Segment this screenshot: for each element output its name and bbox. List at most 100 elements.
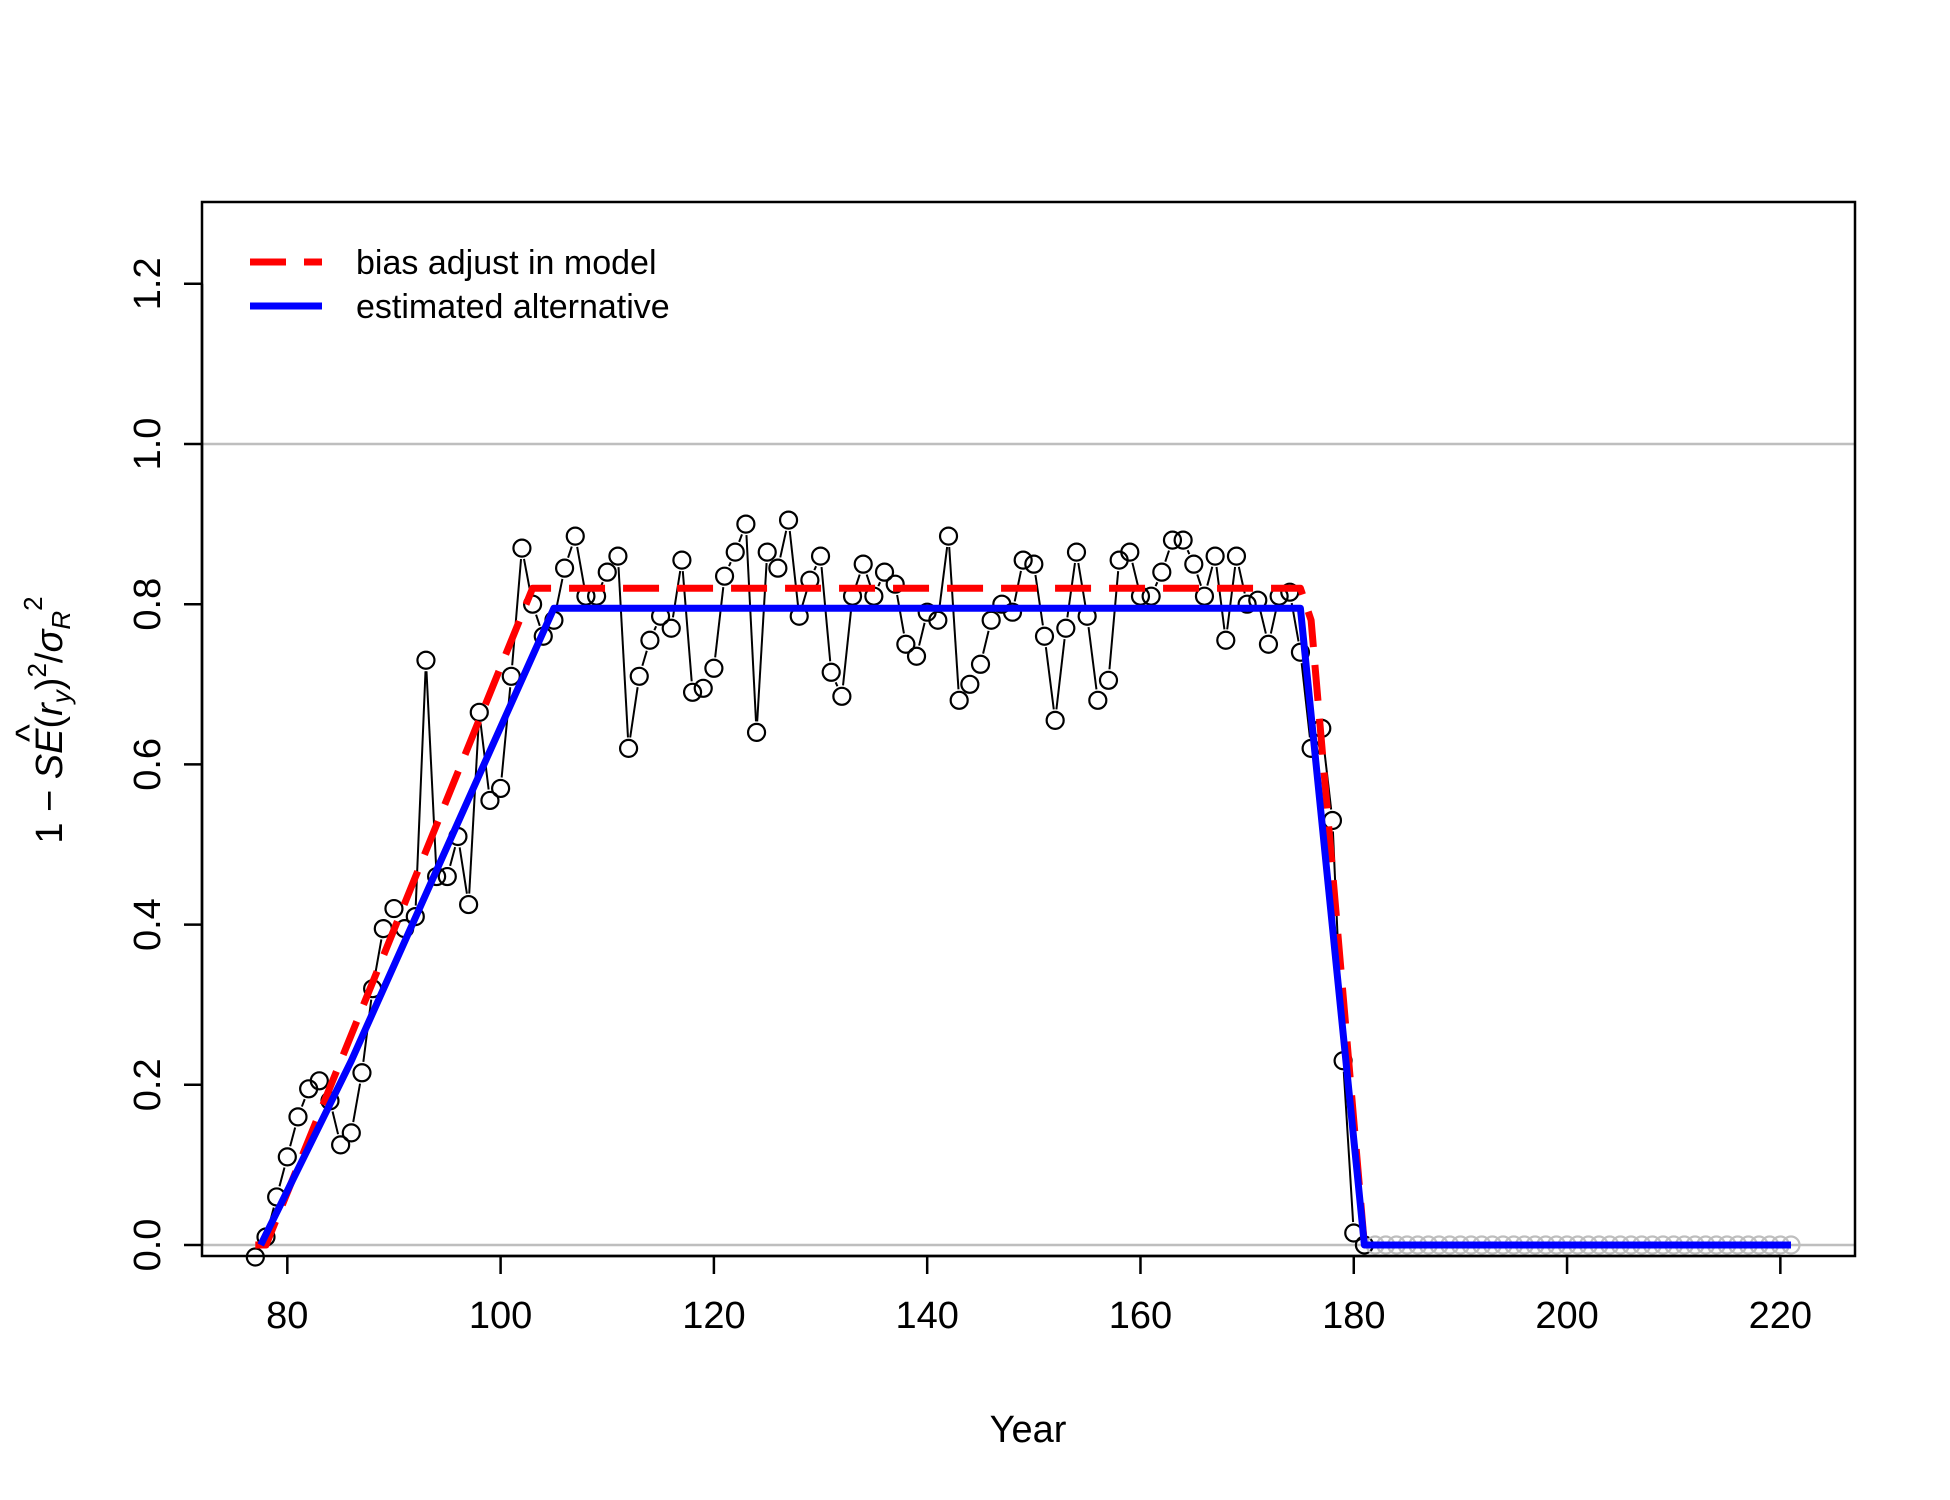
- point-connector: [1131, 562, 1139, 586]
- x-axis-label: Year: [990, 1409, 1067, 1451]
- x-axis: 80 100 120 140 160 180 200 220: [266, 1254, 1812, 1337]
- data-point: [682, 682, 703, 702]
- data-point: [1162, 530, 1183, 550]
- data-point: [352, 1063, 372, 1083]
- y-tick-label: 0.8: [127, 578, 169, 631]
- data-point: [1098, 670, 1119, 690]
- point-connector: [555, 578, 564, 610]
- data-point: [960, 674, 980, 694]
- data-point: [1290, 642, 1311, 662]
- point-connector: [1055, 639, 1066, 710]
- point-connector: [855, 574, 861, 587]
- data-point: [746, 722, 767, 742]
- data-point: [277, 1147, 297, 1167]
- data-point: [554, 558, 575, 578]
- y-tick-label: 0.2: [127, 1058, 169, 1111]
- data-point: [597, 562, 617, 582]
- point-connector: [738, 534, 743, 543]
- point-connector: [779, 530, 788, 558]
- point-connector: [801, 590, 808, 606]
- point-connector: [1300, 663, 1311, 738]
- data-point: [1194, 586, 1215, 606]
- point-connector: [820, 567, 832, 662]
- series-line: [257, 604, 1791, 1249]
- series-line: [255, 584, 1791, 1249]
- point-connector: [938, 546, 949, 610]
- point-connector: [535, 614, 541, 627]
- point-connector: [745, 535, 757, 722]
- y-label-sigma: σ: [29, 628, 71, 653]
- data-point: [1002, 602, 1023, 622]
- data-point: [1184, 554, 1204, 574]
- data-point: [725, 542, 745, 562]
- data-point: [1173, 530, 1193, 550]
- x-tick-label: 120: [682, 1295, 745, 1337]
- point-connector: [629, 687, 639, 738]
- point-connector: [918, 622, 926, 646]
- data-point: [469, 702, 489, 722]
- data-point: [1045, 710, 1065, 730]
- y-label-sigma-sub: R: [46, 611, 76, 630]
- point-connector: [352, 1083, 362, 1123]
- point-connector: [1196, 574, 1202, 587]
- data-point: [885, 574, 905, 594]
- point-connector: [1215, 566, 1226, 630]
- point-connector: [1154, 581, 1159, 587]
- data-point: [384, 898, 404, 919]
- point-connector: [982, 630, 990, 654]
- point-connector: [834, 681, 839, 687]
- data-point: [416, 650, 436, 670]
- y-axis: 0.0 0.2 0.4 0.6 0.8 1.0 1.2: [127, 257, 204, 1272]
- data-point: [778, 510, 799, 530]
- point-connector: [1206, 566, 1214, 586]
- x-tick-label: 180: [1322, 1295, 1385, 1337]
- data-point: [1056, 618, 1076, 638]
- point-connector: [896, 594, 905, 634]
- data-point: [1226, 546, 1247, 566]
- y-label-prefix: 1 −: [29, 779, 71, 843]
- point-connector: [289, 1127, 297, 1147]
- data-point: [704, 658, 724, 678]
- data-point: [565, 526, 585, 546]
- data-point: [629, 666, 649, 686]
- point-connector: [728, 561, 732, 567]
- data-point: [949, 690, 969, 710]
- y-tick-label: 0.0: [127, 1219, 169, 1272]
- x-tick-label: 140: [895, 1295, 958, 1337]
- point-connector: [1186, 549, 1191, 555]
- point-connector: [567, 546, 573, 559]
- data-point: [608, 546, 628, 566]
- point-connector: [331, 1111, 340, 1135]
- point-connector: [1077, 562, 1087, 606]
- point-connector: [278, 1167, 286, 1187]
- data-point: [459, 894, 479, 915]
- legend: bias adjust in model estimated alternativ…: [250, 244, 670, 326]
- point-connector: [1034, 574, 1044, 626]
- data-point: [821, 662, 841, 682]
- y-tick-label: 0.4: [127, 898, 169, 951]
- point-connector: [714, 586, 725, 658]
- point-connector: [414, 671, 427, 906]
- data-point: [309, 1071, 329, 1091]
- data-point: [640, 630, 660, 650]
- data-point: [853, 554, 873, 574]
- y-tick-label: 1.2: [127, 257, 169, 310]
- x-tick-label: 220: [1749, 1295, 1812, 1337]
- y-tick-label: 1.0: [127, 418, 169, 471]
- data-point: [1205, 546, 1225, 566]
- point-connector: [877, 581, 881, 587]
- data-point: [832, 686, 852, 706]
- data-point: [928, 610, 948, 630]
- data-point: [1066, 542, 1087, 562]
- data-point: [1216, 630, 1236, 650]
- data-point: [970, 654, 991, 674]
- point-connector: [458, 847, 468, 894]
- point-connector: [468, 723, 480, 894]
- data-point: [618, 738, 639, 758]
- point-connector: [449, 846, 457, 867]
- y-label-sigma-exp: 2: [18, 596, 48, 610]
- point-connector: [842, 607, 853, 686]
- data-point: [1152, 562, 1172, 582]
- point-connector: [813, 565, 817, 571]
